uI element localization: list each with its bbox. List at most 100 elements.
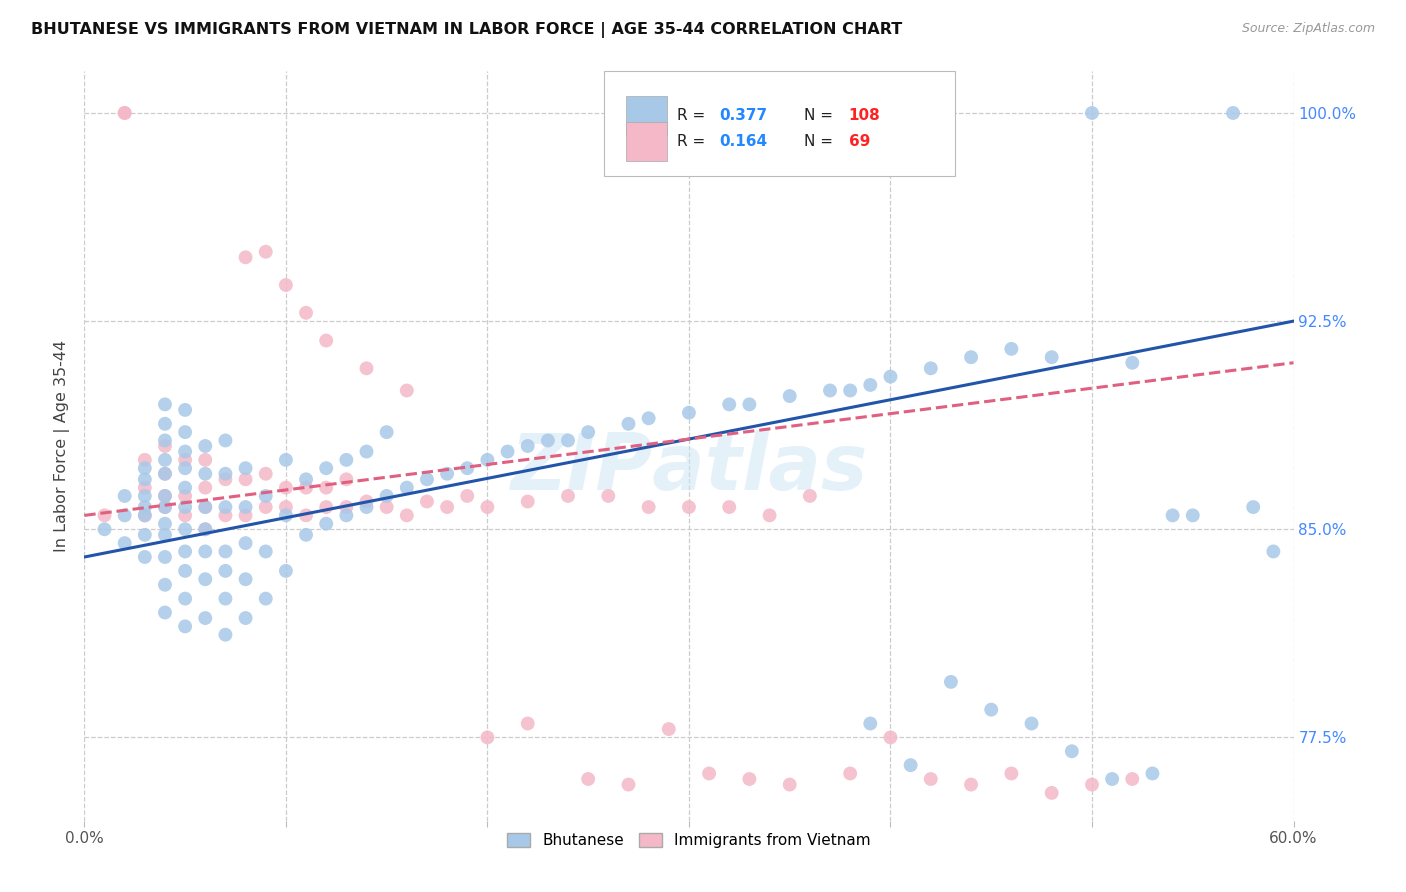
Point [254, 244, 277, 259]
Point [315, 334, 337, 348]
Point [235, 250, 257, 264]
Point [153, 439, 176, 453]
Point [576, 772, 599, 786]
Point [456, 489, 478, 503]
Point [153, 500, 176, 514]
Point [114, 508, 136, 523]
Point [537, 434, 560, 448]
Point [134, 489, 156, 503]
Point [718, 500, 741, 514]
Point [335, 500, 357, 514]
Point [315, 481, 337, 495]
Point [477, 500, 499, 514]
Point [335, 508, 357, 523]
Point [395, 384, 418, 398]
Point [295, 481, 318, 495]
Point [335, 472, 357, 486]
Point [617, 417, 640, 431]
Point [859, 716, 882, 731]
Point [315, 516, 337, 531]
Point [235, 572, 257, 586]
Point [356, 361, 378, 376]
Point [174, 481, 197, 495]
Point [1241, 500, 1264, 514]
Point [335, 453, 357, 467]
Point [839, 766, 862, 780]
Point [254, 591, 277, 606]
Text: 0.377: 0.377 [720, 108, 768, 123]
Text: 108: 108 [849, 108, 880, 123]
Point [153, 434, 176, 448]
Point [678, 406, 700, 420]
Point [153, 417, 176, 431]
Text: 69: 69 [849, 135, 870, 149]
Text: N =: N = [804, 108, 838, 123]
Point [134, 461, 156, 475]
Point [194, 611, 217, 625]
Point [174, 508, 197, 523]
Point [658, 722, 681, 736]
Point [758, 508, 780, 523]
Point [416, 472, 439, 486]
Point [214, 544, 236, 558]
Point [174, 425, 197, 439]
Point [194, 544, 217, 558]
Point [516, 716, 538, 731]
Point [496, 444, 519, 458]
Point [153, 467, 176, 481]
Point [1000, 766, 1022, 780]
Point [153, 489, 176, 503]
Point [194, 500, 217, 514]
Point [153, 578, 176, 592]
Point [637, 500, 659, 514]
Point [153, 467, 176, 481]
Point [114, 106, 136, 120]
Point [174, 453, 197, 467]
Point [1081, 106, 1104, 120]
Point [980, 703, 1002, 717]
Point [516, 494, 538, 508]
Point [194, 439, 217, 453]
Point [738, 397, 761, 411]
Text: ZIP​atlas: ZIP​atlas [510, 431, 868, 507]
Point [1222, 106, 1244, 120]
Text: 0.164: 0.164 [720, 135, 768, 149]
Point [235, 461, 257, 475]
Point [557, 489, 579, 503]
Point [375, 489, 398, 503]
FancyBboxPatch shape [605, 71, 955, 177]
FancyBboxPatch shape [626, 96, 668, 135]
Point [274, 500, 297, 514]
Point [134, 481, 156, 495]
Point [1161, 508, 1184, 523]
Point [477, 453, 499, 467]
Point [194, 453, 217, 467]
Point [315, 500, 337, 514]
Point [637, 411, 659, 425]
Point [153, 500, 176, 514]
Point [356, 494, 378, 508]
Point [174, 461, 197, 475]
Point [274, 508, 297, 523]
Point [295, 508, 318, 523]
Point [356, 444, 378, 458]
Point [395, 481, 418, 495]
Point [134, 549, 156, 564]
Point [598, 489, 620, 503]
Point [134, 500, 156, 514]
Point [1060, 744, 1083, 758]
Point [153, 397, 176, 411]
Point [254, 467, 277, 481]
Point [254, 489, 277, 503]
Point [436, 500, 458, 514]
Point [174, 444, 197, 458]
Point [174, 403, 197, 417]
Point [617, 778, 640, 792]
Point [114, 106, 136, 120]
Point [960, 350, 983, 364]
Point [859, 378, 882, 392]
Point [818, 384, 841, 398]
Point [557, 434, 579, 448]
Point [93, 522, 115, 536]
Point [134, 472, 156, 486]
